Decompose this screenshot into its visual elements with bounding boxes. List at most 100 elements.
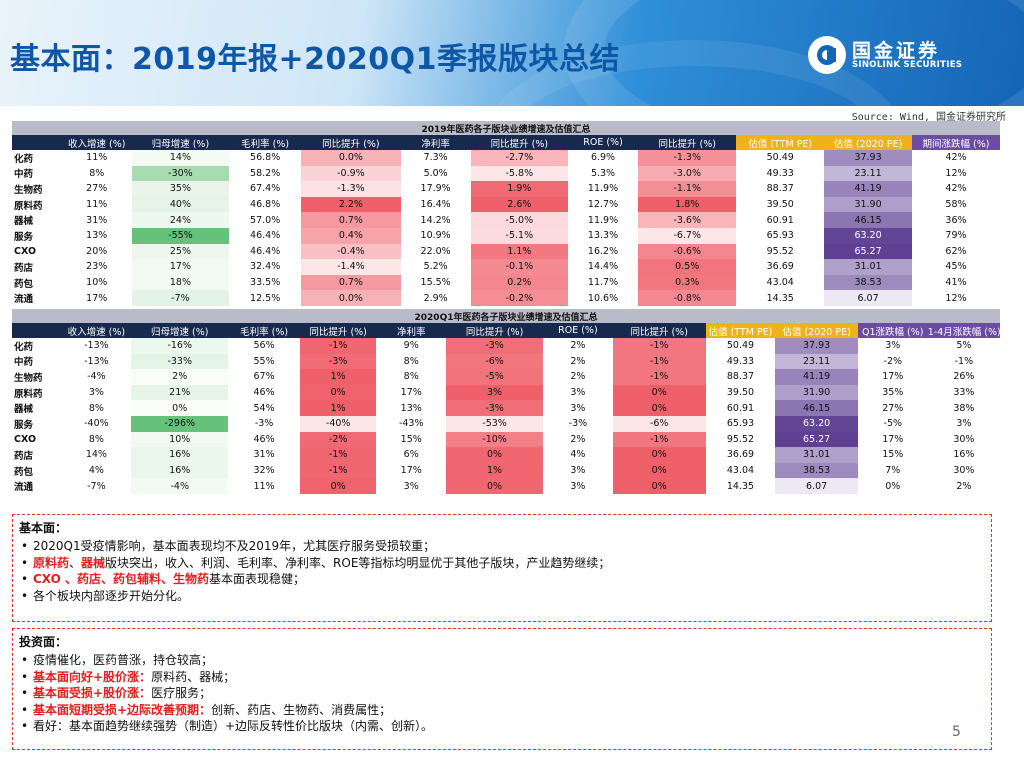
table-cell: 0.7% [301, 212, 401, 228]
table-cell: 67% [253, 371, 275, 383]
row-label: 中药 [14, 357, 34, 369]
table-cell: 88.37 [766, 183, 794, 195]
logo-name-cn: 国金证券 [852, 40, 941, 62]
table-cell: 3% [956, 418, 972, 430]
table-cell: -55% [131, 227, 229, 244]
table-cell: -1.3% [638, 150, 737, 166]
table-cell: 42% [945, 183, 967, 195]
table-row: 器械 31% 24% 57.0% 0.7% 14.2% -5.0% 11.9% -3.6% 60.… [12, 212, 1000, 228]
table-cell: 2% [570, 433, 586, 445]
table-cell: 16% [131, 462, 229, 479]
bullet-item: 各个板块内部逐步开始分化。 [19, 588, 983, 605]
table-2020q1-summary: 2020Q1年医药各子版块业绩增速及估值汇总 收入增速 (%) 归母增速 (%) 毛利… [12, 309, 1001, 494]
row-label: 生物药 [14, 184, 43, 196]
table-cell: 15.5% [420, 277, 451, 289]
column-header: 净利率 [376, 323, 447, 338]
row-label: CXO [14, 433, 37, 445]
column-header: 估值 (2020 PE) [775, 323, 858, 338]
table-cell: -3.6% [638, 212, 737, 228]
table-cell: 24% [131, 212, 229, 228]
table-cell: 0% [612, 400, 706, 416]
table-cell: 9% [403, 340, 419, 352]
column-header: Q1涨跌幅 (%) [857, 323, 928, 338]
table-cell: 46.4% [250, 230, 281, 242]
table-cell: -0.9% [301, 165, 401, 182]
table-cell: 21% [131, 384, 229, 401]
table-cell: 37.93 [775, 338, 858, 354]
table-cell: 11.9% [587, 214, 619, 226]
table-cell: 49.33 [766, 167, 794, 179]
table-cell: 65.27 [824, 243, 912, 260]
table-cell: 60.91 [766, 214, 794, 226]
column-header: ROE (%) [542, 323, 613, 338]
bullet-item: 基本面受损+股价涨：医疗服务； [19, 685, 983, 702]
column-header: 同比提升 (%) [470, 135, 568, 150]
table-cell: 8% [88, 433, 104, 445]
table-cell: 26% [953, 371, 975, 383]
row-label: 药店 [14, 262, 34, 274]
table-row: 原料药 11% 40% 46.8% 2.2% 16.4% 2.6% 12.7% 1.8% 39.5… [12, 196, 1000, 213]
bullet-item: 基本面短期受损+边际改善预期：创新、药店、生物药、消费属性； [19, 702, 983, 719]
table-cell: 1% [300, 400, 377, 416]
table-cell: -1% [612, 369, 706, 385]
table-cell: 2% [570, 340, 586, 352]
investment-heading: 投资面： [19, 635, 68, 649]
table-cell: 10% [86, 277, 108, 289]
table-cell: 18% [131, 274, 229, 291]
table-row: CXO 8% 10% 46% -2% 15% -10% 2% -1% 95.52 65.27 17% 3… [12, 431, 1000, 448]
column-header: 毛利率 (%) [228, 323, 301, 338]
table-cell: 43.04 [766, 277, 794, 289]
table-cell: 56.8% [250, 152, 281, 164]
table-cell: -5.0% [470, 212, 568, 228]
table-cell: 1.8% [638, 196, 737, 213]
table-cell: -0.2% [470, 290, 568, 306]
table-cell: 0.4% [301, 227, 401, 244]
table-cell: 2% [131, 369, 229, 385]
table-cell: 65.93 [726, 418, 755, 430]
table-cell: 63.20 [824, 227, 912, 244]
table-cell: 8% [403, 371, 419, 383]
logo-icon [808, 36, 846, 74]
table-cell: 95.52 [766, 245, 794, 257]
table-row: 生物药 -4% 2% 67% 1% 8% -5% 2% -1% 88.37 41.19 17% 26% [12, 369, 1000, 385]
table-cell: 10.6% [587, 292, 619, 304]
page-number: 5 [952, 724, 961, 740]
column-header [12, 323, 62, 338]
table-cell: -1% [612, 338, 706, 354]
table-cell: -0.4% [301, 243, 401, 260]
table-cell: 3% [570, 402, 586, 414]
table-cell: 17% [400, 465, 422, 477]
table-cell: -40% [300, 415, 377, 432]
table-cell: 31.90 [775, 384, 858, 401]
table-cell: 88.37 [726, 371, 755, 383]
source-note: Source: Wind, 国金证券研究所 [851, 112, 1006, 123]
table-cell: -30% [131, 165, 229, 182]
table-cell: 12% [945, 167, 967, 179]
table-cell: 38.53 [824, 274, 912, 291]
row-label: 生物药 [14, 372, 43, 384]
table-row: 化药 -13% -16% 56% -1% 9% -3% 2% -1% 50.49 37.93 3% 5% [12, 338, 1000, 354]
table-cell: 10% [131, 431, 229, 448]
highlight-text: CXO 、药店、药包辅料、生物药 [33, 572, 210, 586]
table-cell: 17% [882, 371, 904, 383]
table-cell: 60.91 [726, 402, 755, 414]
table-cell: -1% [300, 338, 377, 354]
table-cell: -7% [87, 480, 106, 492]
table-cell: 41.19 [824, 181, 912, 197]
table-cell: 39.50 [766, 199, 794, 211]
table-cell: 38% [953, 402, 975, 414]
table-cell: 7% [885, 465, 901, 477]
table-cell: 46.8% [250, 199, 281, 211]
row-label: 化药 [14, 153, 34, 165]
table-cell: -1.1% [638, 181, 737, 197]
column-header: 收入增速 (%) [61, 135, 132, 150]
table-cell: 4% [88, 465, 104, 477]
table-cell: 2% [956, 480, 972, 492]
table-cell: 35% [882, 387, 904, 399]
column-header: 同比提升 (%) [300, 323, 377, 338]
row-label: 药包 [14, 278, 34, 290]
bullet-text: 看好：基本面趋势继续强势（制造）+边际反转性价比版块（内需、创新）。 [33, 719, 434, 733]
table-cell: 33.5% [250, 277, 281, 289]
table-cell: 36.69 [726, 449, 755, 461]
table-cell: 3% [446, 384, 543, 401]
